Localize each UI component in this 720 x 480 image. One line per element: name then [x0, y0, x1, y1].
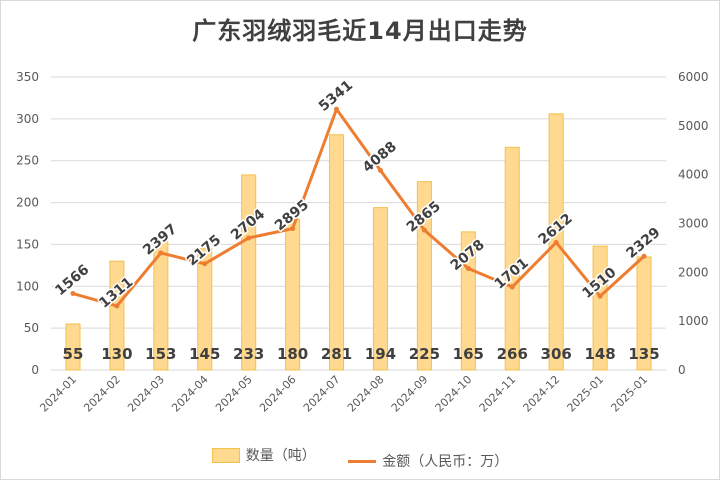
- legend-item-amount: 金额（人民币：万）: [348, 451, 508, 471]
- bar: [416, 181, 432, 371]
- bar-value-label: 145: [189, 345, 220, 363]
- x-tick-label: 2024-07: [301, 373, 343, 415]
- bar-value-label: 55: [63, 345, 84, 363]
- y-left-tick-label: 350: [16, 70, 39, 84]
- bar-value-label: 165: [453, 345, 484, 363]
- bar-value-label: 130: [101, 345, 132, 363]
- x-tick-label: 2024-05: [213, 373, 255, 415]
- bar: [109, 260, 125, 371]
- x-tick-label: 2024-11: [477, 373, 519, 415]
- bar: [65, 323, 81, 371]
- legend-label-amount: 金额（人民币：万）: [382, 454, 509, 470]
- bar: [241, 174, 257, 371]
- line-point: [158, 250, 164, 256]
- bar: [285, 218, 301, 371]
- legend-label-quantity: 数量（吨）: [245, 448, 316, 464]
- bar-value-label: 225: [409, 345, 440, 363]
- line-point: [641, 253, 647, 259]
- bar: [504, 146, 520, 371]
- x-tick-label: 2024-02: [81, 373, 123, 415]
- bar-value-label: 233: [233, 345, 264, 363]
- y-left-tick-label: 0: [31, 363, 39, 377]
- line-point: [70, 291, 76, 297]
- bar-value-label: 153: [145, 345, 176, 363]
- bar-value-label: 180: [277, 345, 308, 363]
- bar-value-label: 194: [365, 345, 396, 363]
- line-point: [421, 227, 427, 233]
- y-right-tick-label: 0: [678, 363, 686, 377]
- y-right-tick-label: 4000: [678, 168, 709, 182]
- line-point: [509, 284, 515, 290]
- y-right-tick-label: 3000: [678, 217, 709, 231]
- y-left-tick-label: 300: [16, 112, 39, 126]
- legend-swatch-line: [348, 459, 377, 463]
- bar: [153, 241, 169, 371]
- bar: [197, 248, 213, 371]
- line-point: [377, 167, 383, 173]
- x-tick-label: 2025-01: [565, 373, 607, 415]
- bar: [372, 207, 388, 371]
- bar: [329, 134, 345, 371]
- bar-value-label: 135: [628, 345, 659, 363]
- bar-value-label: 266: [497, 345, 528, 363]
- x-tick-label: 2024-01: [37, 373, 79, 415]
- y-right-tick-label: 5000: [678, 119, 709, 133]
- x-tick-label: 2024-04: [169, 373, 211, 415]
- line-point: [202, 261, 208, 267]
- line-point: [334, 106, 340, 112]
- line-point: [114, 303, 120, 309]
- line-point: [597, 293, 603, 299]
- bar-value-label: 281: [321, 345, 352, 363]
- y-right-tick-label: 1000: [678, 314, 709, 328]
- x-tick-label: 2024-08: [345, 373, 387, 415]
- x-tick-label: 2024-06: [257, 373, 299, 415]
- line-point: [290, 226, 296, 232]
- x-tick-label: 2024-09: [389, 373, 431, 415]
- bar: [592, 245, 608, 371]
- line-point: [553, 239, 559, 245]
- y-right-tick-label: 6000: [678, 70, 709, 84]
- y-left-tick-label: 100: [16, 279, 39, 293]
- x-tick-label: 2025-01: [608, 373, 650, 415]
- legend-swatch-bar: [211, 447, 240, 463]
- x-tick-label: 2024-03: [125, 373, 167, 415]
- bar-value-label: 306: [541, 345, 572, 363]
- bar-value-label: 148: [584, 345, 615, 363]
- y-left-tick-label: 150: [16, 237, 39, 251]
- line-point: [465, 266, 471, 272]
- line-series-amount: [71, 107, 646, 308]
- legend-item-quantity: 数量（吨）: [211, 445, 316, 465]
- y-left-tick-label: 200: [16, 196, 39, 210]
- y-left-tick-label: 50: [24, 321, 39, 335]
- y-right-tick-label: 2000: [678, 265, 709, 279]
- chart-title: 广东羽绒羽毛近14月出口走势: [192, 17, 528, 45]
- chart-legend: 数量（吨） 金额（人民币：万）: [1, 445, 719, 471]
- x-tick-label: 2024-12: [521, 373, 563, 415]
- x-tick-label: 2024-10: [433, 373, 475, 415]
- line-point: [246, 235, 252, 241]
- y-left-tick-label: 250: [16, 154, 39, 168]
